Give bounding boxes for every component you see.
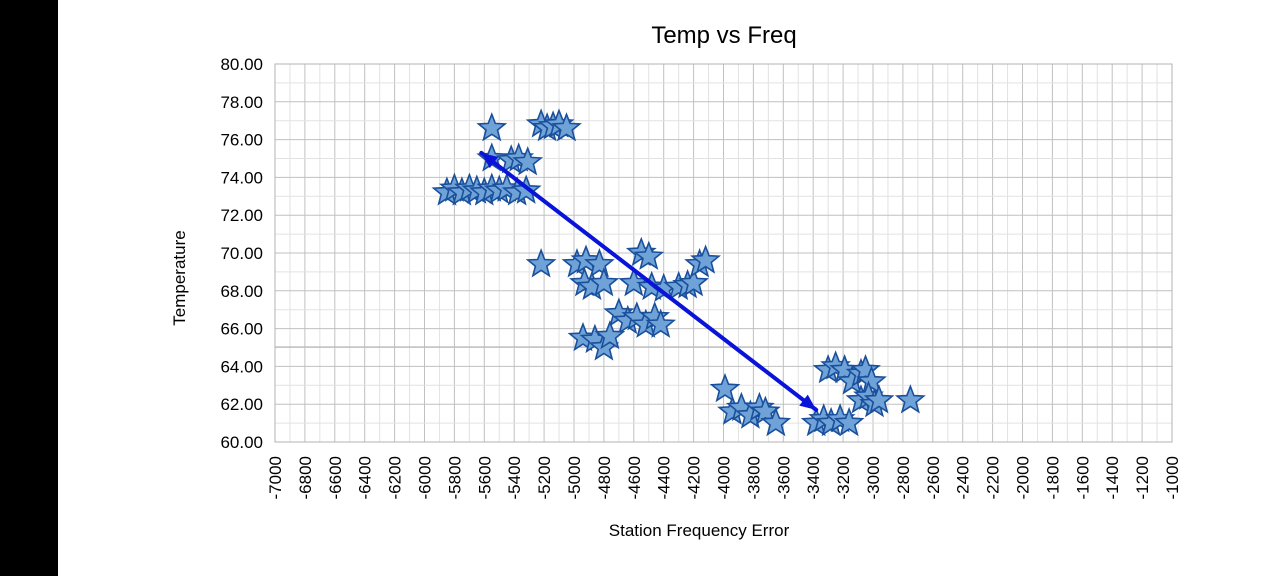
x-tick-label: -1400 [1103,456,1122,499]
plot-area-frame [274,63,1173,443]
x-tick-label: -3000 [864,456,883,499]
data-point [833,406,865,437]
data-point [894,384,926,414]
y-tick-label: 66.00 [220,320,263,339]
y-tick-label: 80.00 [220,55,263,74]
x-tick-label: -6400 [356,456,375,499]
x-tick-label: -1200 [1133,456,1152,499]
x-tick-label: -4400 [655,456,674,499]
x-tick-label: -2000 [1014,456,1033,499]
trend-arrow-line [479,150,819,412]
x-tick-label: -3400 [804,456,823,499]
data-point [709,372,741,403]
data-point [525,248,557,278]
chart-title: Temp vs Freq [651,22,796,49]
annotations [479,150,819,412]
y-tick-label: 62.00 [220,395,263,414]
x-tick-label: -3600 [774,456,793,499]
y-tick-label: 74.00 [220,168,263,187]
x-tick-label: -1600 [1073,456,1092,499]
y-tick-label: 60.00 [220,433,263,452]
x-tick-label: -6000 [416,456,435,499]
data-point [512,146,544,176]
data-point [863,384,895,414]
x-tick-label: -2600 [924,456,943,499]
y-axis-tick-labels: 60.00 62.00 64.00 66.00 68.00 70.00 72.00 74.00… [220,55,263,452]
x-tick-label: -5600 [475,456,494,499]
x-tick-label: -5800 [445,456,464,499]
y-axis-label: Temperature [170,230,189,325]
x-tick-label: -6800 [296,456,315,499]
x-tick-label: -4200 [685,456,704,499]
arrow-head [481,152,499,169]
data-point [645,308,677,338]
x-tick-label: -4600 [625,456,644,499]
data-point [588,266,620,297]
x-tick-label: -2400 [954,456,973,499]
x-tick-label: -1000 [1163,456,1182,499]
x-tick-label: -2800 [894,456,913,499]
data-point [583,248,615,278]
left-black-bar [0,0,58,576]
y-tick-label: 70.00 [220,244,263,263]
data-point [551,112,582,142]
data-point [678,266,710,297]
x-tick-label: -2200 [984,456,1003,499]
data-point [760,406,792,437]
x-tick-label: -6200 [386,456,405,499]
x-tick-label: -3200 [834,456,853,499]
data-points [431,108,926,437]
arrow-head [799,394,817,410]
data-point [749,395,781,425]
x-tick-label: -3800 [744,456,763,499]
x-tick-label: -5000 [565,456,584,499]
y-tick-label: 78.00 [220,93,263,112]
y-tick-label: 64.00 [220,357,263,376]
y-tick-label: 72.00 [220,206,263,225]
grid-lines [274,63,1173,443]
x-tick-label: -5400 [505,456,524,499]
x-tick-label: -1800 [1043,456,1062,499]
y-tick-label: 76.00 [220,131,263,150]
data-point [594,319,626,350]
x-tick-label: -4000 [715,456,734,499]
x-axis-label: Station Frequency Error [609,521,790,540]
x-tick-label: -4800 [595,456,614,499]
x-axis-tick-labels: -7000 -6800 -6600 -6400 -6200 -6000 -5800 -5600… [266,456,1182,499]
x-tick-label: -5200 [535,456,554,499]
data-point [690,244,722,274]
data-point [633,240,665,270]
x-tick-label: -7000 [266,456,285,499]
data-point [476,112,508,142]
x-tick-label: -6600 [326,456,345,499]
y-tick-label: 68.00 [220,282,263,301]
data-point [856,365,887,395]
